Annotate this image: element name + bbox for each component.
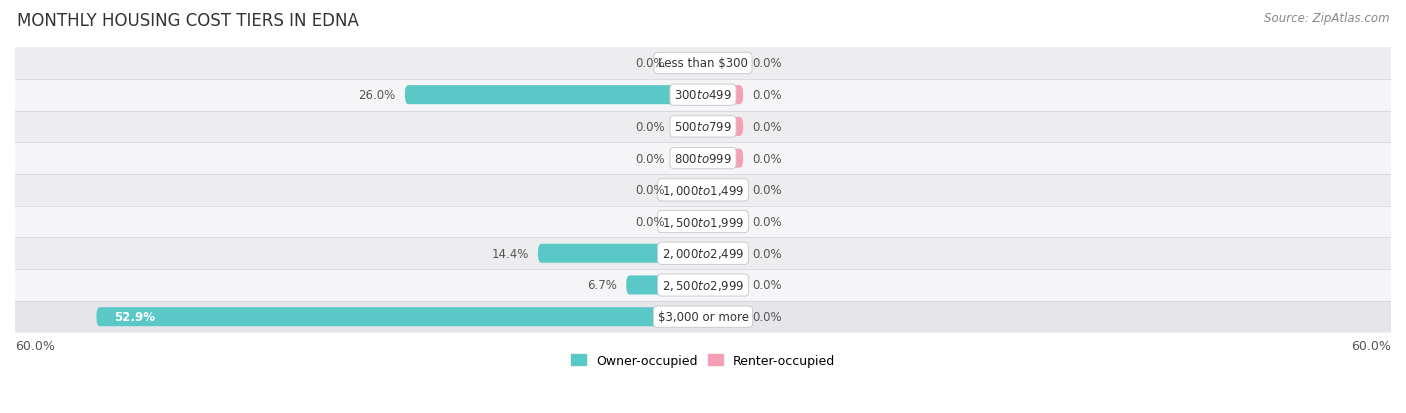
FancyBboxPatch shape — [15, 206, 1391, 238]
Text: Less than $300: Less than $300 — [658, 57, 748, 70]
Text: 0.0%: 0.0% — [636, 121, 665, 133]
FancyBboxPatch shape — [703, 276, 744, 295]
Text: 0.0%: 0.0% — [752, 247, 782, 260]
Text: 26.0%: 26.0% — [359, 89, 395, 102]
FancyBboxPatch shape — [703, 86, 744, 105]
FancyBboxPatch shape — [675, 213, 703, 232]
Text: 0.0%: 0.0% — [636, 57, 665, 70]
FancyBboxPatch shape — [703, 213, 744, 232]
FancyBboxPatch shape — [15, 269, 1391, 301]
FancyBboxPatch shape — [15, 238, 1391, 269]
FancyBboxPatch shape — [15, 48, 1391, 80]
FancyBboxPatch shape — [538, 244, 703, 263]
FancyBboxPatch shape — [675, 118, 703, 137]
Text: $2,000 to $2,499: $2,000 to $2,499 — [662, 247, 744, 261]
Text: 0.0%: 0.0% — [752, 216, 782, 228]
Text: $1,000 to $1,499: $1,000 to $1,499 — [662, 183, 744, 197]
FancyBboxPatch shape — [703, 55, 744, 74]
Text: 0.0%: 0.0% — [636, 184, 665, 197]
Text: MONTHLY HOUSING COST TIERS IN EDNA: MONTHLY HOUSING COST TIERS IN EDNA — [17, 12, 359, 30]
FancyBboxPatch shape — [15, 80, 1391, 111]
Legend: Owner-occupied, Renter-occupied: Owner-occupied, Renter-occupied — [567, 349, 839, 372]
FancyBboxPatch shape — [703, 307, 744, 326]
Text: 0.0%: 0.0% — [752, 121, 782, 133]
Text: 60.0%: 60.0% — [15, 339, 55, 352]
FancyBboxPatch shape — [97, 307, 703, 326]
FancyBboxPatch shape — [675, 181, 703, 200]
Text: 14.4%: 14.4% — [491, 247, 529, 260]
FancyBboxPatch shape — [703, 244, 744, 263]
Text: $800 to $999: $800 to $999 — [673, 152, 733, 165]
FancyBboxPatch shape — [15, 175, 1391, 206]
Text: 0.0%: 0.0% — [636, 152, 665, 165]
Text: 0.0%: 0.0% — [752, 57, 782, 70]
Text: $500 to $799: $500 to $799 — [673, 121, 733, 133]
Text: $2,500 to $2,999: $2,500 to $2,999 — [662, 278, 744, 292]
FancyBboxPatch shape — [675, 55, 703, 74]
Text: 52.9%: 52.9% — [114, 311, 155, 323]
Text: Source: ZipAtlas.com: Source: ZipAtlas.com — [1264, 12, 1389, 25]
FancyBboxPatch shape — [703, 118, 744, 137]
Text: $3,000 or more: $3,000 or more — [658, 311, 748, 323]
FancyBboxPatch shape — [703, 181, 744, 200]
FancyBboxPatch shape — [15, 301, 1391, 333]
FancyBboxPatch shape — [15, 111, 1391, 143]
Text: 0.0%: 0.0% — [752, 311, 782, 323]
Text: 0.0%: 0.0% — [752, 279, 782, 292]
Text: 0.0%: 0.0% — [636, 216, 665, 228]
Text: 6.7%: 6.7% — [588, 279, 617, 292]
Text: 0.0%: 0.0% — [752, 152, 782, 165]
FancyBboxPatch shape — [15, 143, 1391, 175]
Text: 0.0%: 0.0% — [752, 89, 782, 102]
FancyBboxPatch shape — [703, 149, 744, 168]
Text: $300 to $499: $300 to $499 — [673, 89, 733, 102]
Text: 0.0%: 0.0% — [752, 184, 782, 197]
Text: 60.0%: 60.0% — [1351, 339, 1391, 352]
FancyBboxPatch shape — [626, 276, 703, 295]
Text: $1,500 to $1,999: $1,500 to $1,999 — [662, 215, 744, 229]
FancyBboxPatch shape — [675, 149, 703, 168]
FancyBboxPatch shape — [405, 86, 703, 105]
